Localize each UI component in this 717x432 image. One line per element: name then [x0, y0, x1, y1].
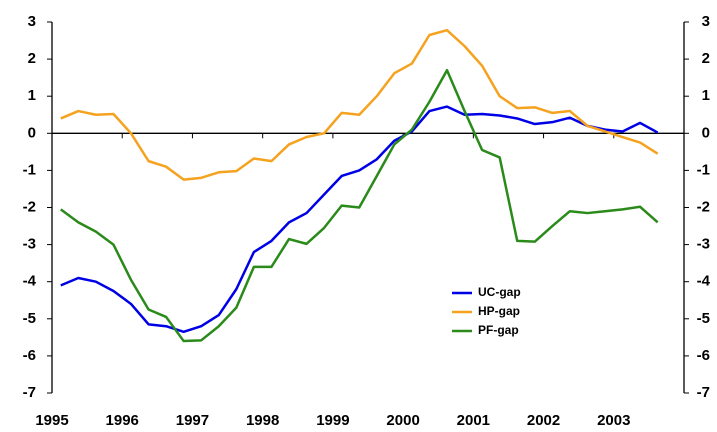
y-tick-label: -5: [23, 310, 36, 327]
legend-label: PF-gap: [478, 323, 519, 337]
y2-tick-label: -3: [697, 236, 710, 253]
y2-tick-label: 2: [702, 50, 710, 67]
y2-tick-label: -7: [697, 384, 710, 401]
legend-label: HP-gap: [478, 304, 520, 318]
series-line: [60, 68, 659, 343]
y-tick-label: 1: [28, 87, 36, 104]
y2-tick-label: 0: [702, 124, 710, 141]
x-tick-label: 1997: [176, 412, 209, 429]
y2-tick-label: -4: [697, 273, 711, 290]
y-tick-label: 3: [28, 13, 36, 30]
y2-tick-label: -5: [697, 310, 710, 327]
x-tick-label: 2001: [457, 412, 490, 429]
series-line: [60, 105, 659, 334]
y-tick-label: 2: [28, 50, 36, 67]
x-tick-label: 1999: [316, 412, 349, 429]
y-tick-label: -4: [23, 273, 37, 290]
x-tick-label: 1996: [106, 412, 139, 429]
y2-tick-label: -2: [697, 198, 710, 215]
y-tick-label: -6: [23, 347, 36, 364]
x-tick-label: 1998: [246, 412, 279, 429]
y-tick-label: -7: [23, 384, 36, 401]
y2-tick-label: -1: [697, 161, 710, 178]
y-tick-label: -1: [23, 161, 36, 178]
y2-tick-label: 1: [702, 87, 710, 104]
x-tick-label: 2000: [386, 412, 419, 429]
x-tick-label: 2002: [527, 412, 560, 429]
y2-tick-label: -6: [697, 347, 710, 364]
y-tick-label: 0: [28, 124, 36, 141]
y-tick-label: -3: [23, 236, 36, 253]
y-tick-label: -2: [23, 198, 36, 215]
series-line: [60, 28, 659, 181]
legend-label: UC-gap: [478, 285, 521, 299]
y2-tick-label: 3: [702, 13, 710, 30]
x-tick-label: 2003: [597, 412, 630, 429]
x-tick-label: 1995: [35, 412, 68, 429]
